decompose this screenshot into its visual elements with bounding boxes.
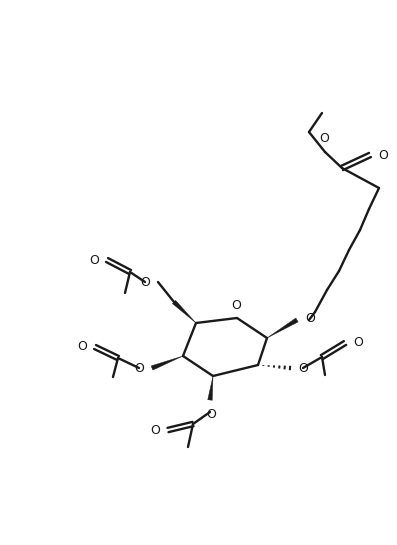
Text: O: O: [89, 253, 99, 267]
Text: O: O: [298, 361, 308, 374]
Text: O: O: [353, 336, 363, 349]
Text: O: O: [319, 132, 329, 145]
Text: O: O: [231, 299, 241, 312]
Text: O: O: [134, 361, 144, 374]
Text: O: O: [305, 312, 315, 325]
Polygon shape: [151, 356, 183, 370]
Polygon shape: [267, 318, 298, 338]
Polygon shape: [172, 300, 196, 323]
Text: O: O: [77, 341, 87, 354]
Polygon shape: [208, 376, 213, 400]
Text: O: O: [140, 276, 150, 288]
Text: O: O: [378, 148, 388, 161]
Text: O: O: [150, 423, 160, 437]
Text: O: O: [206, 408, 216, 421]
